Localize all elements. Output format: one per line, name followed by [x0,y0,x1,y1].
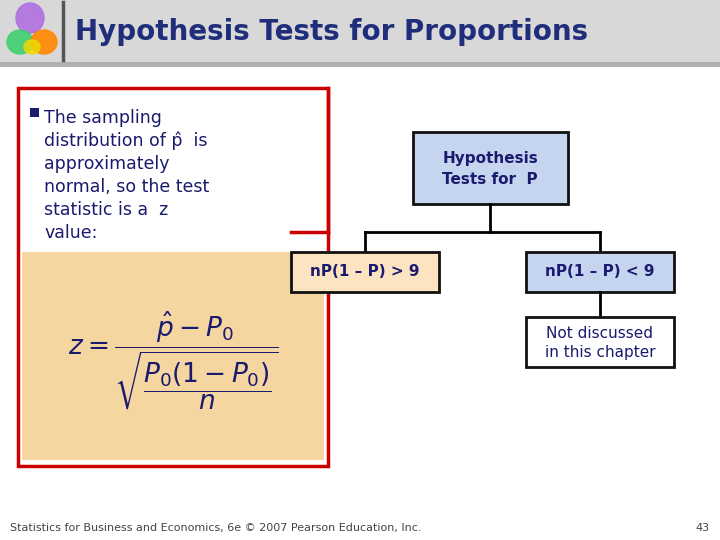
Text: Hypothesis: Hypothesis [442,151,538,165]
Bar [413,132,567,204]
Text: 43: 43 [696,523,710,533]
Bar [0,0,720,62]
Text: in this chapter: in this chapter [545,345,655,360]
Text: nP(1 – P) < 9: nP(1 – P) < 9 [545,265,654,280]
Bar [0,62,720,67]
Bar [18,88,328,466]
Text: $z = \dfrac{\hat{p} - P_0}{\sqrt{\dfrac{P_0(1-P_0)}{n}}}$: $z = \dfrac{\hat{p} - P_0}{\sqrt{\dfrac{… [68,309,278,413]
Text: approximately: approximately [44,155,169,173]
Bar [526,252,674,292]
Bar [30,108,39,117]
Text: Statistics for Business and Economics, 6e © 2007 Pearson Education, Inc.: Statistics for Business and Economics, 6… [10,523,421,533]
Text: Not discussed: Not discussed [546,327,654,341]
Bar [291,252,439,292]
Text: distribution of p̂  is: distribution of p̂ is [44,132,207,151]
Ellipse shape [16,3,44,33]
Text: statistic is a  z: statistic is a z [44,201,168,219]
Text: Tests for  P: Tests for P [442,172,538,187]
Text: normal, so the test: normal, so the test [44,178,210,196]
Ellipse shape [24,40,40,54]
Text: value:: value: [44,224,97,242]
Bar [526,317,674,367]
Ellipse shape [7,30,33,54]
Text: The sampling: The sampling [44,109,162,127]
Bar [0,67,720,522]
Ellipse shape [31,30,57,54]
Bar [22,252,324,460]
Text: nP(1 – P) > 9: nP(1 – P) > 9 [310,265,420,280]
Text: Hypothesis Tests for Proportions: Hypothesis Tests for Proportions [75,18,588,46]
